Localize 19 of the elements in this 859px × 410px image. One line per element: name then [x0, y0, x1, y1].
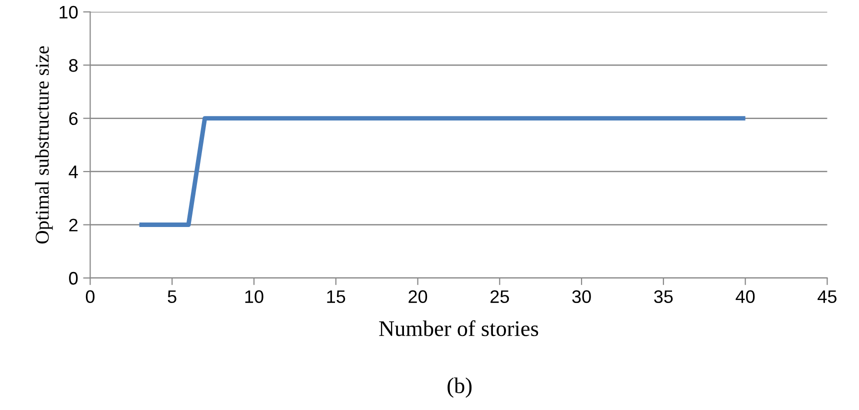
x-tick-label: 5 — [168, 290, 176, 304]
x-axis-title: Number of stories — [379, 320, 538, 336]
text: (b) — [448, 378, 472, 398]
x-tick-label: 45 — [818, 290, 837, 304]
y-tick-label: 8 — [69, 59, 78, 72]
y-tick-label: 0 — [69, 272, 78, 285]
y-tick-label: 10 — [60, 6, 78, 19]
y-axis-title: Optimal substructure size — [35, 46, 53, 244]
x-tick-label: 20 — [408, 290, 428, 304]
y-tick-label: 6 — [69, 112, 78, 126]
x-tick-label: 35 — [654, 290, 673, 304]
y-tick-label: 2 — [69, 218, 78, 232]
x-tick-label: 25 — [490, 290, 509, 304]
x-tick-label: 10 — [245, 290, 264, 304]
x-tick-label: 15 — [327, 290, 346, 304]
x-tick-label: 30 — [572, 290, 591, 304]
x-tick-label: 40 — [736, 290, 755, 304]
x-tick-label: 0 — [86, 290, 95, 304]
y-tick-label: 4 — [68, 166, 78, 178]
